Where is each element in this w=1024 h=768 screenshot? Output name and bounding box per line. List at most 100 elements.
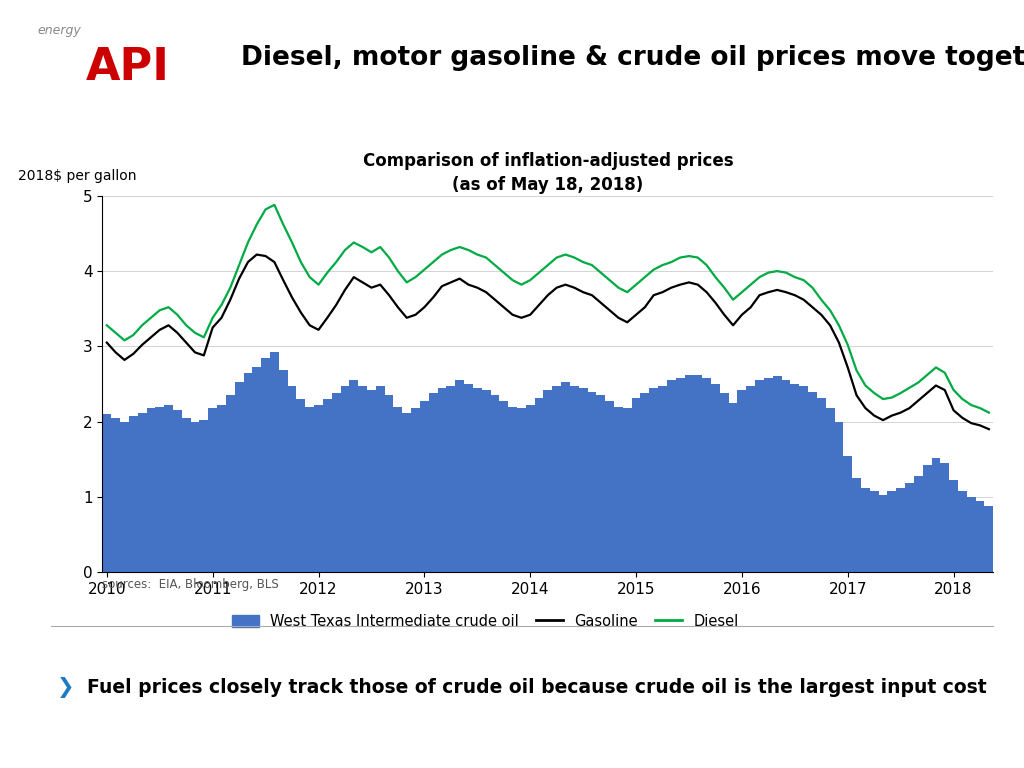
Bar [676,378,685,572]
Bar [129,415,137,572]
Bar [596,396,605,572]
Bar [279,370,288,572]
Bar [632,398,640,572]
Bar [234,382,244,572]
Bar [261,358,270,572]
Bar [208,408,217,572]
Bar [341,386,349,572]
Bar [570,386,579,572]
Bar [658,386,667,572]
Text: API: API [86,46,170,89]
Bar [825,408,835,572]
Bar [940,463,949,572]
Bar [640,393,649,572]
Bar [976,501,984,572]
Bar [446,386,456,572]
Bar [481,390,490,572]
Bar [932,458,940,572]
Bar [164,405,173,572]
Bar [844,455,852,572]
Bar [605,401,614,572]
Bar [358,386,367,572]
Bar [791,384,799,572]
Bar [456,380,464,572]
Bar [332,393,341,572]
Bar [746,386,755,572]
Bar [270,353,279,572]
Bar [367,390,376,572]
Bar [376,386,385,572]
Bar [561,382,570,572]
Bar [411,408,420,572]
Bar [913,476,923,572]
Bar [349,380,358,572]
Bar [156,406,164,572]
Bar [835,422,844,572]
Bar [879,495,888,572]
Bar [525,405,535,572]
Bar [799,386,808,572]
Text: sources:  EIA, Bloomberg, BLS: sources: EIA, Bloomberg, BLS [102,578,280,591]
Bar [190,422,200,572]
Bar [958,491,967,572]
Bar [667,380,676,572]
Bar [500,401,508,572]
Bar [552,386,561,572]
Bar [852,478,861,572]
Bar [429,393,437,572]
Bar [888,491,896,572]
Text: energy: energy [38,24,82,37]
Bar [905,483,913,572]
Bar [244,372,252,572]
Bar [737,390,746,572]
Bar [420,401,429,572]
Bar [464,384,473,572]
Bar [314,405,323,572]
Bar [967,497,976,572]
Bar [252,367,261,572]
Bar [711,384,720,572]
Bar [535,398,544,572]
Bar [729,403,737,572]
Bar [217,405,226,572]
Bar [755,380,764,572]
Bar [949,480,958,572]
Bar [984,506,993,572]
Bar [393,406,402,572]
Bar [773,376,781,572]
Bar [781,380,791,572]
Bar [200,420,208,572]
Bar [305,406,314,572]
Text: Fuel prices closely track those of crude oil because crude oil is the largest in: Fuel prices closely track those of crude… [87,678,987,697]
Bar [102,414,112,572]
Bar [685,375,693,572]
Legend: West Texas Intermediate crude oil, Gasoline, Diesel: West Texas Intermediate crude oil, Gasol… [226,607,744,634]
Bar [896,488,905,572]
Bar [649,388,658,572]
Bar [490,396,500,572]
Bar [623,408,632,572]
Bar [173,410,182,572]
Bar [112,418,120,572]
Bar [869,491,879,572]
Bar [120,422,129,572]
Bar [923,465,932,572]
Bar [702,378,711,572]
Bar [817,398,825,572]
Bar [288,386,297,572]
Bar [402,412,411,572]
Bar [544,390,552,572]
Bar [808,392,817,572]
Bar [861,488,869,572]
Bar [508,406,517,572]
Text: 2018$ per gallon: 2018$ per gallon [17,170,136,184]
Bar [182,418,190,572]
Bar [137,412,146,572]
Bar [517,408,525,572]
Bar [323,399,332,572]
Bar [473,388,481,572]
Text: Diesel, motor gasoline & crude oil prices move together: Diesel, motor gasoline & crude oil price… [241,45,1024,71]
Bar [297,399,305,572]
Bar [720,393,729,572]
Text: ❯: ❯ [56,677,74,698]
